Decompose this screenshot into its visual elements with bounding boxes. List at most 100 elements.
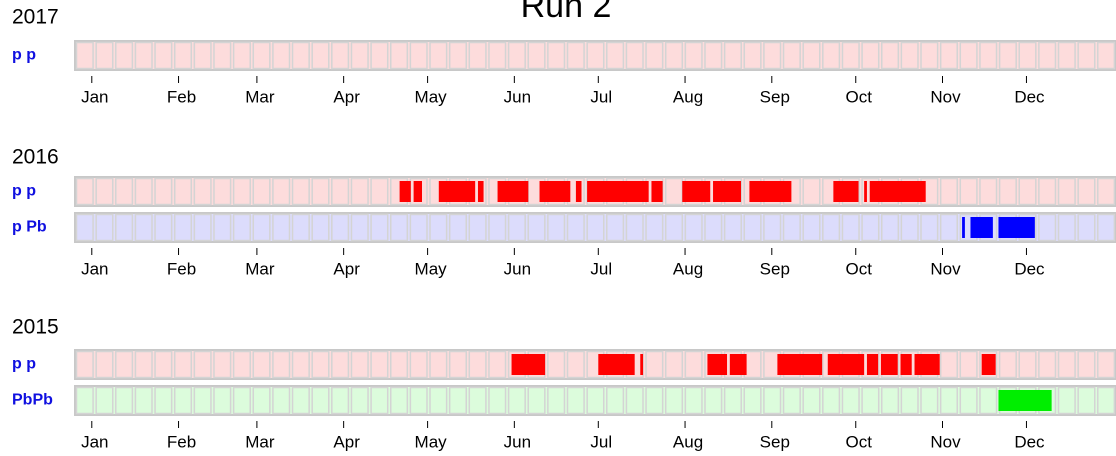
week-cell [154, 41, 173, 70]
week-cell [389, 41, 409, 70]
week-cell [173, 213, 193, 242]
week-cell [389, 213, 409, 242]
week-cell [370, 386, 389, 415]
week-cell [429, 350, 448, 379]
week-cell [95, 350, 114, 379]
week-cell [645, 213, 664, 242]
week-cell [1077, 386, 1096, 415]
x-tick-label: Aug [673, 259, 703, 278]
week-cell [193, 386, 212, 415]
x-tick-label: Feb [167, 87, 196, 106]
week-cell [448, 350, 468, 379]
week-cell [861, 386, 880, 415]
x-tick-label: Feb [167, 259, 196, 278]
x-tick-label: May [415, 432, 448, 451]
x-tick-label: Jan [81, 87, 108, 106]
week-cell [272, 213, 291, 242]
week-cell [232, 213, 251, 242]
week-cell [939, 386, 959, 415]
week-cell [429, 41, 448, 70]
week-cell [802, 386, 821, 415]
week-cell [331, 350, 350, 379]
week-cell [645, 41, 664, 70]
week-cell [409, 213, 428, 242]
week-cell [1097, 41, 1116, 70]
week-cell [723, 386, 742, 415]
x-tick-label: Dec [1014, 432, 1045, 451]
x-tick-label: Sep [760, 259, 790, 278]
week-cell [370, 350, 389, 379]
x-tick-label: Aug [673, 87, 703, 106]
week-cell [115, 386, 134, 415]
week-cell [1057, 213, 1076, 242]
week-cell [272, 386, 291, 415]
week-cell [232, 350, 251, 379]
x-tick-label: Apr [333, 259, 360, 278]
week-cell [429, 213, 448, 242]
week-cell [350, 386, 369, 415]
week-cell [252, 41, 271, 70]
week-cell [154, 350, 173, 379]
week-cell [370, 213, 389, 242]
run-period [827, 354, 865, 375]
week-cell [1077, 41, 1096, 70]
week-cell [998, 350, 1017, 379]
run-period [864, 181, 867, 202]
week-cell [880, 41, 900, 70]
week-cell [331, 177, 350, 206]
year-label: 2016 [12, 146, 59, 169]
week-cell [782, 213, 801, 242]
run-period [413, 181, 422, 202]
week-cell [95, 41, 114, 70]
week-cell [134, 177, 153, 206]
week-cell [606, 41, 625, 70]
week-cell [154, 177, 173, 206]
week-cell [959, 386, 978, 415]
week-cell [75, 41, 94, 70]
week-cell [213, 41, 232, 70]
week-cell [841, 41, 860, 70]
week-cell [291, 213, 310, 242]
chart-title: Run 2 [521, 0, 612, 25]
run-period [900, 354, 912, 375]
week-cell [547, 350, 566, 379]
week-cell [95, 177, 114, 206]
week-cell [684, 350, 703, 379]
week-cell [291, 177, 310, 206]
run-period [511, 354, 546, 375]
week-cell [213, 213, 232, 242]
week-cell [625, 386, 644, 415]
week-cell [1038, 213, 1057, 242]
week-cell [115, 350, 134, 379]
week-cell [527, 41, 546, 70]
week-cell [802, 41, 821, 70]
row-background [74, 212, 1116, 243]
week-cell [350, 177, 369, 206]
x-tick-label: Oct [846, 432, 873, 451]
row-label: p Pb [12, 219, 47, 236]
week-cell [763, 386, 782, 415]
x-tick-label: Jun [504, 432, 531, 451]
week-cell [350, 350, 369, 379]
week-cell [1038, 350, 1057, 379]
x-tick-label: Apr [333, 432, 360, 451]
week-cell [959, 41, 978, 70]
week-cell [939, 350, 959, 379]
week-cell [193, 177, 212, 206]
week-cell [272, 350, 291, 379]
week-cell [488, 213, 507, 242]
week-cell [370, 177, 389, 206]
x-tick-label: Nov [930, 87, 961, 106]
week-cell [802, 177, 821, 206]
x-tick-label: Mar [245, 259, 275, 278]
week-cell [998, 177, 1017, 206]
row-label: p p [12, 47, 36, 64]
week-cell [527, 213, 546, 242]
week-cell [684, 386, 703, 415]
row-background [74, 349, 1116, 380]
week-cell [1038, 41, 1057, 70]
x-tick-label: Jul [590, 259, 612, 278]
x-tick-label: Apr [333, 87, 360, 106]
week-cell [664, 41, 684, 70]
week-cell [959, 350, 978, 379]
